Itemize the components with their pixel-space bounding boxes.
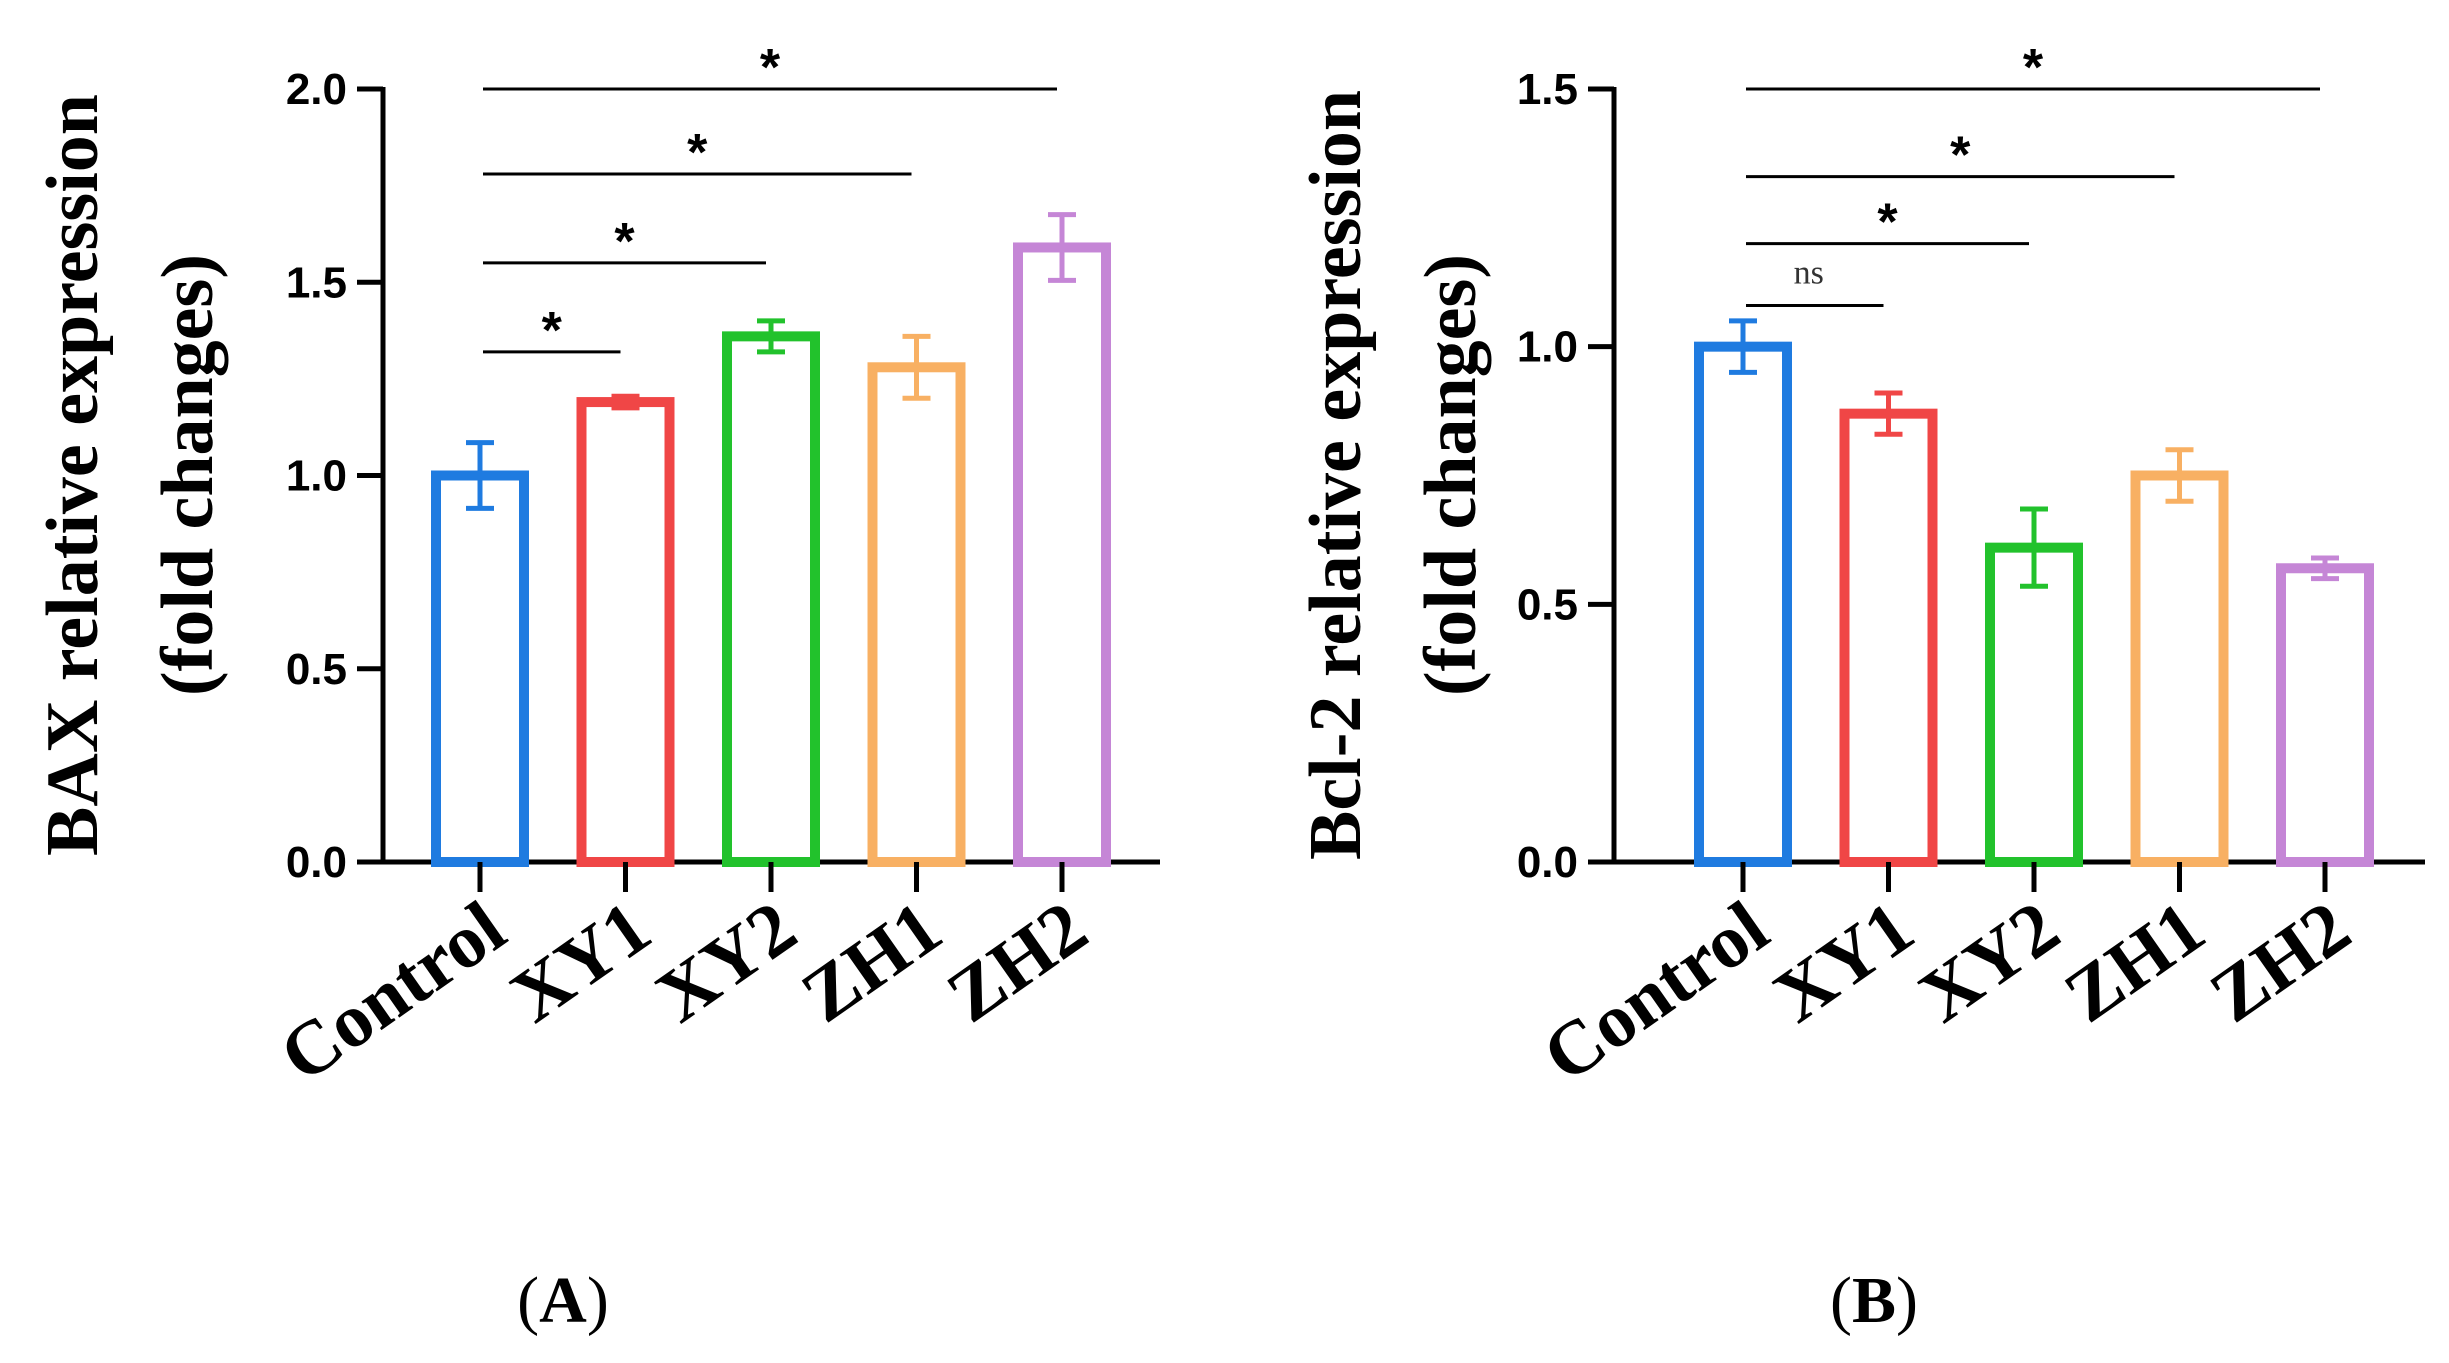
significance-star: * [687,124,708,182]
panel-a-chart: 0.0 0.5 1.0 1.5 2.0 BAX relative expression (f… [32,39,1160,1337]
bar-xy2 [1985,542,2083,867]
significance-star: * [1877,194,1898,252]
significance-star: * [1950,127,1971,185]
panel-label-open-paren: ( [1830,1264,1852,1337]
y-tick-label: 0.0 [286,838,347,887]
bar-zh2 [2276,563,2374,867]
y-tick-label: 0.5 [1517,580,1578,629]
x-tick-label-control: Control [1528,885,1783,1098]
bar-control [431,470,529,867]
x-tick-label-zh2: ZH2 [2195,885,2364,1039]
panel-label-letter: A [539,1264,587,1337]
significance-label-ns: ns [1794,254,1824,291]
bar-control [1694,341,1792,867]
bar-zh1 [867,362,966,867]
panel-label: (A) [517,1264,609,1337]
y-tick-label: 1.0 [286,452,347,501]
x-tick-label-zh1: ZH1 [787,885,956,1039]
x-tick-label-xy1: XY1 [1759,885,1928,1039]
bar-zh1 [2130,470,2229,867]
x-tick-label-control: Control [265,885,520,1098]
bar-xy1 [1839,408,1938,867]
significance-star: * [614,213,635,271]
y-tick-label: 0.5 [286,645,347,694]
y-tick-label: 1.5 [286,258,347,307]
x-tick-label-zh1: ZH1 [2050,885,2219,1039]
y-axis-title: Bcl-2 relative expression [1295,90,1377,860]
panel-label-open-paren: ( [517,1264,539,1337]
y-axis-title: BAX relative expression [32,94,114,856]
y-tick-label: 1.5 [1517,65,1578,114]
significance-star: * [2023,39,2044,97]
panel-label-close-paren: ) [587,1264,609,1337]
bar-xy2 [722,331,820,867]
bar-zh2 [1013,242,1111,867]
bar-xy1 [576,397,675,867]
x-tick-label-xy2: XY2 [642,885,811,1039]
y-tick-label: 0.0 [1517,838,1578,887]
y-tick-label: 2.0 [286,65,347,114]
panel-label-close-paren: ) [1896,1264,1918,1337]
y-tick-label: 1.0 [1517,323,1578,372]
panel-label-letter: B [1852,1264,1896,1337]
significance-star: * [760,39,781,97]
panel-b-chart: 0.0 0.5 1.0 1.5 Bcl-2 relative expression (fo… [1295,39,2425,1337]
y-axis-subtitle: (fold changes) [1410,254,1492,696]
x-tick-label-xy1: XY1 [496,885,665,1039]
x-tick-label-xy2: XY2 [1905,885,2074,1039]
y-axis-subtitle: (fold changes) [147,254,229,696]
x-tick-label-zh2: ZH2 [932,885,1101,1039]
significance-star: * [542,302,563,360]
panel-label: (B) [1830,1264,1918,1337]
